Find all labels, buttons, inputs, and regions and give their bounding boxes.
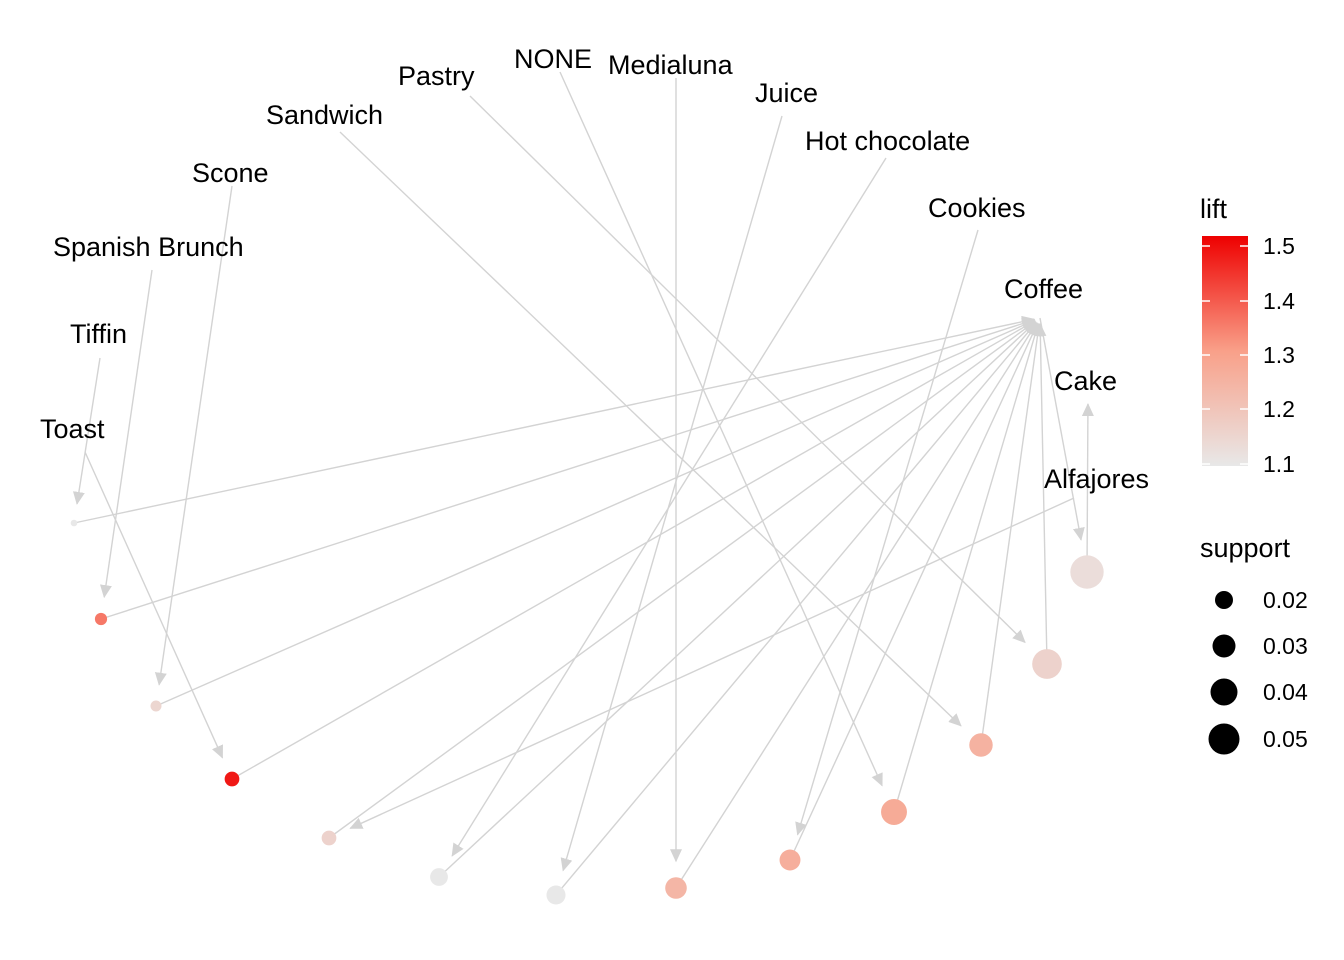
edge-juice-to-rule — [560, 115, 783, 872]
edge-rule-to-coffee — [893, 322, 1041, 813]
support-tick-label: 0.04 — [1263, 679, 1308, 705]
rule-nodes-layer — [70, 519, 1104, 905]
item-label-cookies: Cookies — [928, 193, 1026, 223]
edge-toast-to-rule — [84, 451, 224, 759]
support-legend-title: support — [1200, 533, 1291, 563]
item-label-cake: Cake — [1054, 366, 1117, 396]
lift-tick-label: 1.4 — [1263, 288, 1295, 314]
edge-pastry-to-rule — [469, 95, 1026, 644]
rule-node-cookies-coffee[interactable] — [779, 849, 801, 871]
lift-tick-label: 1.5 — [1263, 233, 1295, 259]
edge-none-to-rule — [559, 71, 883, 787]
edge-scone-to-rule — [154, 185, 233, 686]
edge-sandwich-to-rule — [339, 131, 962, 727]
edge-cookies-to-rule — [795, 229, 979, 836]
rule-node-coffee-cake[interactable] — [1070, 555, 1104, 589]
rule-node-sandwich-coffee[interactable] — [969, 733, 993, 757]
item-label-alfajores: Alfajores — [1044, 464, 1149, 494]
rule-node-pastry-coffee[interactable] — [1032, 649, 1062, 679]
edge-spanish-brunch-to-rule — [99, 269, 153, 599]
edge-rule-to-coffee — [100, 317, 1036, 620]
lift-tick-label: 1.1 — [1263, 451, 1295, 477]
rule-node-tiffin-coffee[interactable] — [70, 519, 78, 527]
item-label-toast: Toast — [40, 414, 105, 444]
edge-rule-to-coffee — [328, 320, 1036, 839]
edge-rule-to-coffee — [555, 321, 1037, 896]
edge-rule-to-coffee — [438, 321, 1037, 878]
edge-rule-to-coffee — [155, 319, 1036, 707]
lift-legend-ticks: 1.5 1.4 1.3 1.2 1.1 — [1202, 233, 1295, 477]
rule-node-alfajores-coffee[interactable] — [321, 830, 337, 846]
support-legend: support 0.02 0.03 0.04 0.05 — [1200, 533, 1308, 755]
lift-tick-label: 1.3 — [1263, 342, 1295, 368]
edges-layer — [72, 71, 1094, 896]
edge-rule-to-cake — [1081, 402, 1094, 573]
item-label-coffee: Coffee — [1004, 274, 1083, 304]
item-label-juice: Juice — [755, 78, 818, 108]
support-legend-dot — [1208, 723, 1240, 755]
support-tick-label: 0.02 — [1263, 587, 1308, 613]
edge-alfajores-to-rule — [349, 497, 1075, 829]
edge-rule-to-coffee — [73, 315, 1036, 524]
support-tick-label: 0.03 — [1263, 633, 1308, 659]
edge-tiffin-to-rule — [72, 357, 101, 505]
item-label-tiffin: Tiffin — [70, 319, 127, 349]
edge-rule-to-coffee — [1034, 322, 1048, 665]
edge-hot-chocolate-to-rule — [451, 157, 887, 857]
rule-node-medialuna-coffee[interactable] — [665, 877, 687, 899]
item-labels-layer: Toast Tiffin Spanish Brunch Scone Sandwich Pa… — [40, 44, 1149, 494]
lift-legend-title: lift — [1200, 194, 1227, 224]
support-legend-dot — [1212, 634, 1236, 658]
edge-rule-to-coffee — [980, 322, 1044, 746]
item-label-spanish-brunch: Spanish Brunch — [53, 232, 244, 262]
item-label-pastry: Pastry — [398, 61, 475, 91]
lift-color-bar — [1202, 236, 1248, 466]
rule-node-hot-chocolate-coffee[interactable] — [430, 868, 448, 886]
item-label-sandwich: Sandwich — [266, 100, 383, 130]
edge-rule-to-coffee — [675, 322, 1038, 889]
edge-rule-to-coffee — [231, 320, 1036, 780]
item-label-none: NONE — [514, 44, 592, 74]
rule-node-none-coffee[interactable] — [881, 799, 907, 825]
rule-node-juice-coffee[interactable] — [546, 885, 566, 905]
rule-node-toast-coffee[interactable] — [224, 771, 240, 787]
lift-legend: lift 1.5 1.4 1.3 1.2 1.1 — [1200, 194, 1295, 477]
item-label-hot-chocolate: Hot chocolate — [805, 126, 970, 156]
support-tick-label: 0.05 — [1263, 726, 1308, 752]
edge-coffee-to-rule — [1039, 317, 1085, 541]
rule-node-scone-coffee[interactable] — [150, 700, 162, 712]
item-label-medialuna: Medialuna — [608, 50, 734, 80]
support-legend-ticks: 0.02 0.03 0.04 0.05 — [1208, 587, 1308, 755]
item-label-scone: Scone — [192, 158, 269, 188]
support-legend-dot — [1215, 591, 1233, 609]
rule-node-spanish-brunch-coffee[interactable] — [94, 612, 108, 626]
lift-tick-label: 1.2 — [1263, 396, 1295, 422]
edge-rule-to-coffee — [789, 322, 1039, 861]
support-legend-dot — [1210, 678, 1238, 706]
